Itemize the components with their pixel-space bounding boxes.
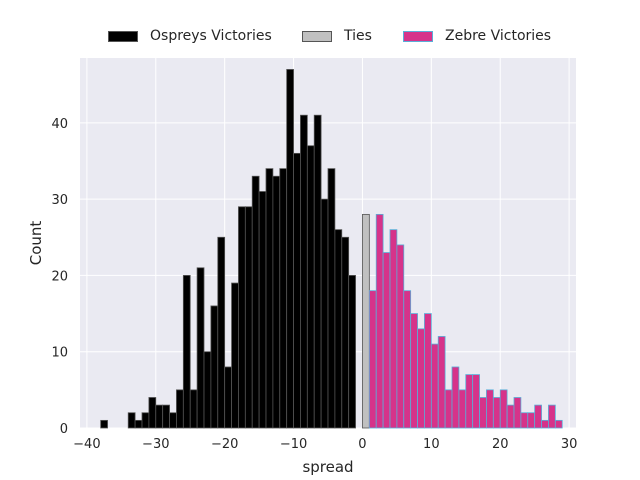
x-tick-label: −40	[73, 437, 100, 452]
ospreys-bar	[306, 145, 315, 429]
x-tick-label: 0	[358, 437, 366, 452]
ospreys-bar	[320, 198, 329, 429]
x-tick-labels: −40 −30 −20 −10 0 10 20 30	[73, 437, 577, 452]
ospreys-bar	[348, 275, 356, 429]
legend-swatch-ospreys	[108, 30, 138, 42]
x-tick-label: −10	[280, 437, 307, 452]
zebre-bar	[451, 366, 460, 429]
ospreys-bar	[210, 305, 219, 429]
ospreys-bar	[182, 275, 191, 429]
zebre-bar	[506, 404, 515, 429]
zebre-bar	[403, 290, 412, 429]
zebre-bar	[368, 290, 377, 429]
zebre-bar	[554, 419, 563, 429]
ospreys-bar	[189, 389, 198, 429]
zebre-bar	[548, 404, 556, 429]
x-tick-label: 20	[492, 437, 509, 452]
y-tick-label: 20	[51, 269, 68, 284]
legend-item-ties: Ties	[302, 24, 372, 48]
zebre-bar	[424, 313, 432, 429]
ospreys-bar	[141, 412, 150, 429]
x-axis-label: spread	[302, 458, 353, 476]
ospreys-bar	[224, 366, 232, 429]
zebre-bar	[458, 389, 467, 429]
ospreys-bar	[162, 404, 170, 429]
ospreys-bar	[300, 114, 308, 429]
legend-label-ospreys: Ospreys Victories	[150, 28, 272, 44]
ospreys-bar	[334, 229, 343, 429]
zebre-bar	[534, 404, 542, 429]
ospreys-bar	[244, 206, 253, 429]
zebre-bar	[382, 252, 391, 429]
y-axis-label: Count	[27, 221, 45, 266]
legend-label-zebre: Zebre Victories	[445, 28, 552, 44]
zebre-bar	[444, 389, 453, 429]
zebre-bar	[410, 313, 418, 429]
x-tick-label: 10	[423, 437, 440, 452]
ospreys-bar	[231, 282, 239, 429]
ospreys-bar	[127, 412, 136, 429]
legend-item-zebre: Zebre Victories	[403, 24, 551, 48]
ospreys-bar	[169, 412, 177, 429]
x-tick-label: −20	[211, 437, 238, 452]
legend-label-ties: Ties	[344, 28, 372, 44]
zebre-bar	[479, 397, 487, 429]
zebre-bar	[541, 419, 549, 429]
ospreys-bar	[148, 397, 157, 429]
zebre-bar	[417, 328, 425, 429]
zebre-bar	[389, 229, 398, 429]
legend-swatch-zebre	[403, 30, 433, 42]
zebre-bar	[520, 412, 529, 429]
y-tick-label: 0	[60, 422, 68, 437]
x-tick-label: 30	[561, 437, 578, 452]
legend-swatch-ties	[302, 30, 332, 42]
ospreys-bar	[265, 168, 274, 429]
ties-bar	[362, 213, 370, 429]
y-tick-label: 30	[51, 193, 68, 208]
ospreys-bar	[100, 419, 108, 429]
zebre-bar	[527, 412, 536, 429]
y-tick-labels: 0 10 20 30 40	[51, 117, 68, 437]
zebre-bar	[375, 213, 384, 429]
ospreys-bar	[238, 206, 246, 429]
ospreys-bar	[251, 175, 260, 429]
ospreys-bar	[272, 175, 281, 429]
legend-item-ospreys: Ospreys Victories	[108, 24, 272, 48]
zebre-bar	[437, 336, 446, 429]
zebre-bar	[499, 389, 508, 429]
zebre-bar	[396, 244, 405, 429]
ospreys-bar	[293, 152, 301, 429]
y-tick-label: 10	[51, 346, 68, 361]
zebre-bar	[472, 374, 480, 429]
ospreys-bar	[327, 168, 336, 429]
bars-group	[100, 69, 563, 429]
y-tick-label: 40	[51, 117, 68, 132]
legend: Ospreys Victories Ties Zebre Victories	[0, 24, 640, 48]
x-tick-label: −30	[142, 437, 169, 452]
ospreys-bar	[341, 236, 350, 429]
ospreys-bar	[258, 191, 267, 429]
ospreys-bar	[279, 168, 288, 429]
ospreys-bar	[203, 351, 212, 429]
ospreys-bar	[176, 389, 184, 429]
zebre-bar	[430, 343, 439, 429]
zebre-bar	[492, 397, 501, 429]
ospreys-bar	[155, 404, 164, 429]
ospreys-bar	[134, 419, 143, 429]
zebre-bar	[486, 389, 494, 429]
ospreys-bar	[286, 69, 294, 429]
zebre-bar	[465, 374, 474, 429]
ospreys-bar	[196, 267, 205, 429]
ospreys-bar	[217, 236, 226, 429]
ospreys-bar	[313, 114, 322, 429]
zebre-bar	[513, 397, 522, 429]
